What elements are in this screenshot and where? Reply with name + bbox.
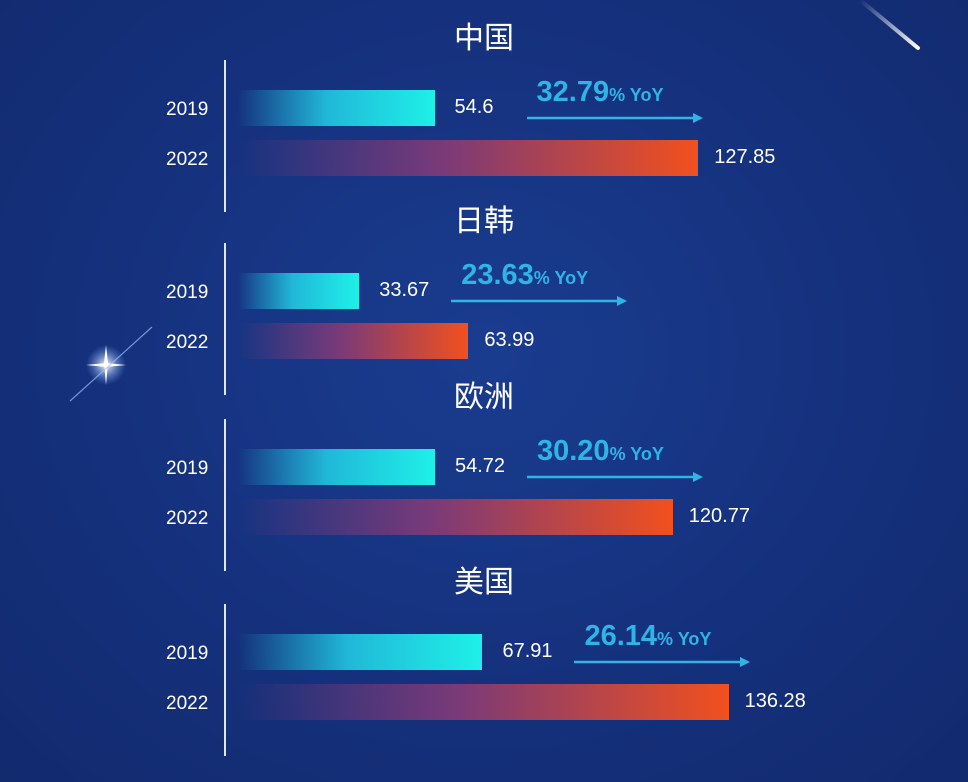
axis-line [224, 60, 226, 212]
yoy-annotation: 30.20% YoY [537, 435, 664, 468]
yoy-arrow [451, 296, 628, 306]
year-label: 2022 [166, 332, 209, 353]
bar-2019 [238, 634, 483, 670]
year-label: 2022 [166, 693, 209, 714]
data-label: 54.72 [454, 455, 506, 477]
data-label: 120.77 [688, 505, 750, 527]
yoy-suffix: % YoY [657, 629, 712, 649]
year-label: 2022 [166, 149, 209, 170]
region-title: 日韩 [454, 204, 514, 239]
data-label: 33.67 [379, 279, 430, 301]
yoy-arrow [526, 113, 703, 123]
yoy-value: 30.20 [536, 435, 610, 467]
year-label: 2019 [166, 643, 209, 664]
sparkle-star-icon [69, 326, 153, 402]
bar-2022 [238, 323, 469, 359]
bar-2019 [238, 449, 435, 485]
bar-2022 [238, 499, 673, 535]
yoy-suffix: % YoY [533, 268, 589, 288]
shooting-star-icon [858, 0, 920, 50]
bar-2019 [238, 273, 360, 309]
axis-line [224, 604, 226, 756]
bar-2022 [238, 684, 729, 720]
region-title: 中国 [454, 21, 514, 56]
data-label: 63.99 [484, 329, 535, 351]
year-label: 2019 [166, 282, 209, 303]
yoy-arrow [574, 657, 751, 667]
axis-line [224, 419, 226, 571]
bar-2022 [238, 140, 699, 176]
region-title: 美国 [454, 565, 514, 600]
data-label: 136.28 [744, 690, 806, 712]
yoy-suffix: % YoY [609, 444, 664, 464]
year-label: 2019 [166, 99, 209, 120]
yoy-suffix: % YoY [609, 85, 664, 105]
yoy-annotation: 32.79% YoY [537, 76, 664, 109]
region-title: 欧洲 [454, 380, 514, 415]
yoy-value: 23.63 [461, 259, 534, 291]
yoy-annotation: 23.63% YoY [461, 259, 588, 292]
yoy-arrow [526, 472, 703, 482]
data-label: 127.85 [714, 146, 776, 168]
axis-line [224, 243, 226, 395]
data-label: 54.6 [454, 96, 494, 118]
bar-2019 [238, 90, 435, 126]
year-label: 2022 [166, 508, 209, 529]
yoy-value: 32.79 [536, 76, 610, 108]
data-label: 67.91 [502, 640, 553, 662]
yoy-value: 26.14 [584, 620, 658, 652]
yoy-annotation: 26.14% YoY [584, 620, 711, 653]
year-label: 2019 [166, 458, 209, 479]
